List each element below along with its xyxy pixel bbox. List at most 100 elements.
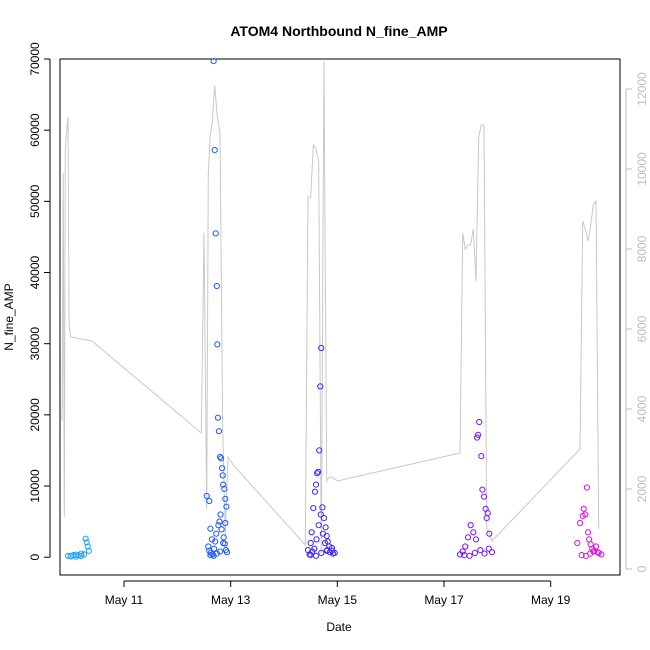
data-point [323, 547, 330, 554]
data-point [311, 545, 318, 552]
data-point [462, 543, 469, 550]
data-point [485, 545, 492, 552]
series-line [61, 60, 600, 554]
data-point [210, 58, 217, 65]
data-point [312, 552, 320, 559]
data-point [484, 509, 491, 517]
data-point [67, 553, 74, 560]
left-axis: 0 10000 20000 30000 40000 50000 60000 70000 [28, 42, 51, 561]
data-point [220, 539, 227, 547]
data-point [322, 524, 329, 531]
x-tick-label: May 13 [211, 593, 251, 607]
right-axis: 0 2000 4000 6000 8000 10000 12000 [625, 72, 649, 572]
data-point [222, 519, 229, 527]
data-point [223, 549, 230, 556]
data-point [222, 495, 229, 502]
y-tick-label: 70000 [28, 42, 42, 76]
data-point [480, 493, 488, 500]
data-point [216, 548, 224, 555]
data-point [587, 550, 594, 557]
y-tick-label: 50000 [28, 184, 42, 218]
y2-tick-label: 2000 [635, 475, 649, 502]
data-point [223, 503, 230, 510]
y-tick-label: 20000 [28, 398, 42, 432]
data-point [474, 434, 481, 441]
data-point [319, 504, 326, 511]
data-point [317, 511, 324, 518]
y-tick-label: 60000 [28, 113, 42, 147]
data-point [591, 547, 598, 554]
line-layer [61, 60, 600, 554]
data-point [220, 481, 227, 488]
data-point [478, 453, 485, 460]
data-point [476, 418, 483, 426]
data-point [310, 505, 317, 512]
data-point [213, 530, 220, 537]
bottom-axis: May 11 May 13 May 15 May 17 May 19 [105, 580, 571, 607]
data-point [83, 539, 90, 546]
data-point [320, 515, 328, 522]
data-point [312, 481, 320, 488]
data-point [583, 484, 591, 491]
data-point [80, 551, 88, 558]
data-point [586, 536, 593, 543]
data-point [466, 552, 473, 559]
data-point [316, 447, 323, 454]
data-point [315, 522, 322, 529]
data-point [313, 536, 320, 543]
data-point [322, 539, 329, 547]
data-point [459, 548, 466, 555]
data-point [211, 545, 218, 552]
data-point [471, 549, 478, 557]
data-point [574, 539, 581, 547]
points-layer [64, 58, 605, 560]
data-point [219, 465, 226, 472]
data-point [219, 472, 226, 479]
data-point [215, 428, 222, 435]
data-point [470, 529, 477, 536]
data-point [578, 552, 585, 559]
data-point [215, 522, 222, 529]
data-point [214, 341, 221, 348]
data-point [477, 547, 484, 554]
data-point [481, 550, 488, 557]
data-point [84, 543, 91, 550]
data-point [216, 453, 224, 460]
y-tick-label: 30000 [28, 327, 42, 361]
x-tick-label: May 11 [105, 593, 144, 607]
data-point [221, 485, 228, 492]
y2-tick-label: 0 [635, 565, 649, 572]
data-point [207, 552, 214, 559]
data-point [319, 530, 326, 537]
y2-tick-label: 12000 [635, 72, 649, 106]
data-point [576, 519, 584, 527]
y-tick-label: 40000 [28, 256, 42, 290]
x-tick-label: May 17 [424, 593, 464, 607]
y-tick-label: 0 [28, 554, 42, 561]
data-point [472, 536, 480, 543]
data-point [475, 431, 482, 438]
data-point [207, 525, 214, 532]
y2-tick-label: 4000 [635, 395, 649, 422]
data-point [82, 535, 89, 542]
y-axis-label: N_fine_AMP [2, 283, 16, 350]
plot-frame [59, 58, 621, 576]
data-point [72, 551, 80, 558]
data-point [328, 544, 336, 552]
y2-tick-label: 10000 [635, 152, 649, 186]
data-point [318, 549, 325, 557]
data-point [308, 529, 315, 536]
y-tick-label: 10000 [28, 469, 42, 503]
data-point [311, 488, 318, 495]
data-point [464, 534, 472, 541]
x-tick-label: May 15 [318, 593, 358, 607]
data-point [203, 492, 210, 500]
data-point [479, 486, 486, 493]
data-point [213, 282, 220, 290]
data-point [216, 518, 223, 525]
data-point [218, 526, 225, 533]
data-point [594, 549, 601, 556]
data-point [212, 538, 219, 545]
data-point [206, 497, 213, 505]
